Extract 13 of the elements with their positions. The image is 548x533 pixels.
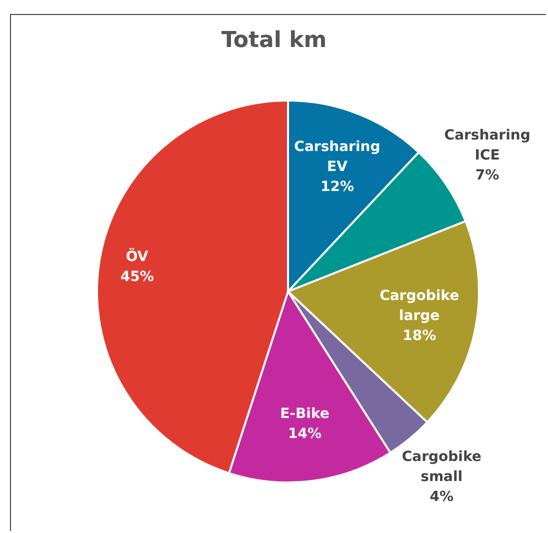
slice-label: Carsharing ICE [444,128,530,164]
data-label: 14% [288,426,322,442]
slice-label: Cargobike small [402,448,482,485]
slice-label: E-Bike [280,406,330,422]
slice-label: ÖV [126,248,148,266]
slice-label: Cargobike large [380,288,460,324]
data-label: 4% [430,488,454,505]
data-label: 18% [402,328,436,344]
slice-label: Carsharing EV [294,138,380,175]
data-label: 7% [475,168,500,184]
data-label: 12% [320,178,354,195]
data-label: 45% [120,269,154,286]
chart-title: Total km [220,28,328,53]
